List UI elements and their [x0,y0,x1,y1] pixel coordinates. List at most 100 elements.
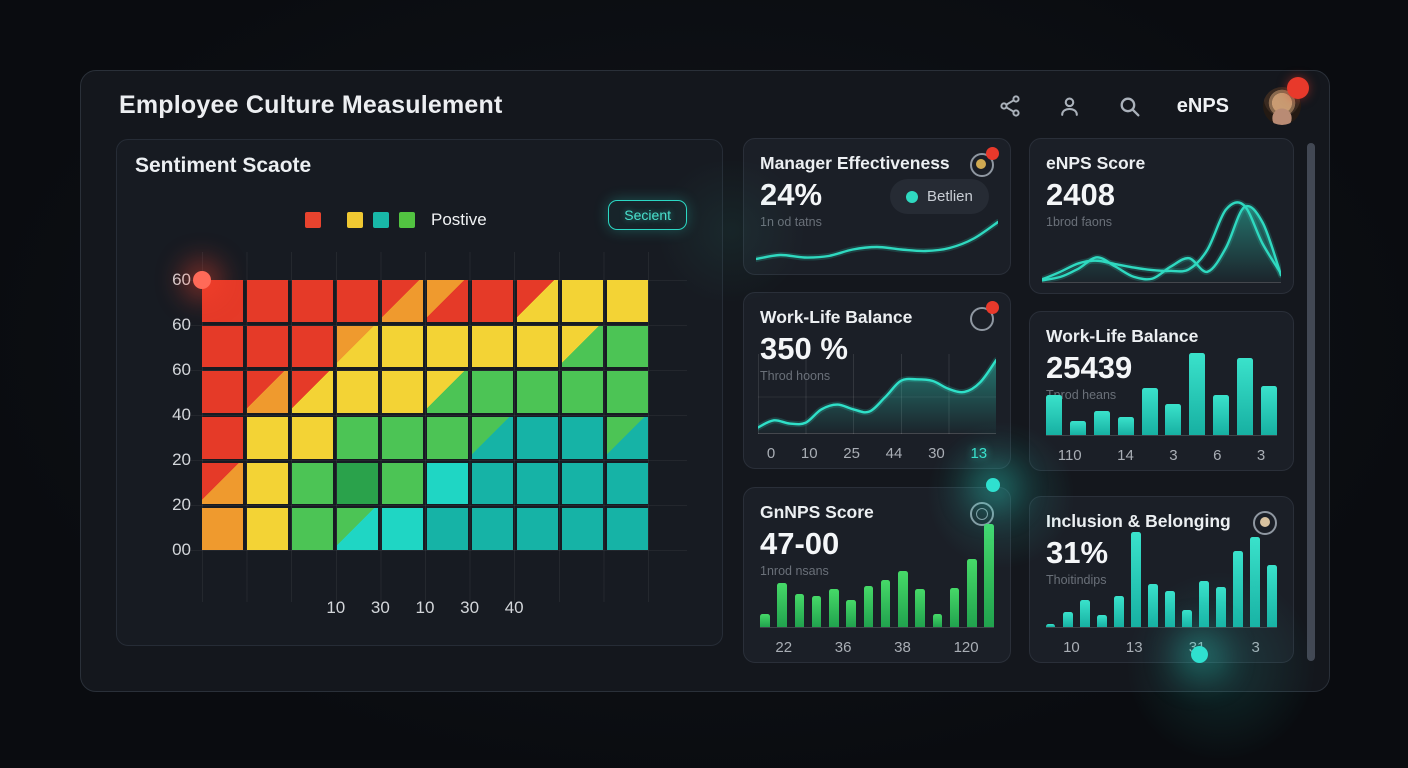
heatmap-cell [292,508,333,550]
x-axis-label: 30 [460,598,480,617]
bar [967,559,977,627]
bar [1063,611,1073,627]
heatmap-cell [472,325,513,368]
x-axis-label: 10 [415,598,435,617]
heatmap-y-axis: 60 60 60 40 20 20 00 [139,270,191,559]
x-axis-label: 0 [766,445,776,462]
x-axis-label: 40 [504,598,524,617]
legend-swatch [373,212,389,228]
card-subtitle: Tnrod heans [1046,388,1117,402]
x-axis-label: 10 [326,598,346,617]
x-axis-label: 6 [1213,447,1222,464]
heatmap-cell [517,371,558,413]
y-axis-label: 60 [172,360,191,379]
heatmap-cell [562,371,603,413]
card-value: 350 % [760,331,848,366]
app-window: Employee Culture Measulement eNPS [80,70,1331,761]
avatar[interactable] [1263,77,1309,125]
share-icon[interactable] [997,93,1023,119]
x-axis-label: 44 [885,445,903,462]
y-axis-label: 20 [172,495,191,514]
bar [829,588,839,627]
bar [1141,387,1158,435]
card-title: eNPS Score [1046,153,1146,173]
bar [794,594,805,627]
heatmap-cell [292,371,333,413]
bar [1093,411,1110,435]
user-icon[interactable] [1057,93,1083,119]
x-axis-label: 14 [1117,447,1134,464]
x-axis-label: 25 [843,445,860,462]
bar [1260,385,1277,435]
card-work-life-balance-bars: Work-Life Balance 25439 Tnrod heans 110 1… [1029,311,1294,471]
heatmap-cell [337,280,378,322]
card-value: 25439 [1046,350,1133,385]
nav-enps[interactable]: eNPS [1176,94,1229,117]
y-axis-label: 60 [172,270,191,289]
card-value: 47-00 [760,526,840,561]
heatmap-cell [562,462,603,505]
glow-dot [986,478,1000,492]
heatmap-cell [337,371,378,413]
bar [1114,595,1124,627]
bar [1213,395,1230,435]
bar [1165,403,1182,435]
x-axis-label: 110 [1057,447,1082,464]
x-axis-label: 10 [800,445,818,462]
heatmap-cell [472,417,513,459]
person-circle-icon [1251,509,1279,537]
bar [863,585,874,627]
card-subtitle: 1nrod nsans [760,564,829,578]
heatmap-cell [472,508,513,550]
heatmap-cell [472,280,513,322]
bar-chart [1046,532,1277,628]
x-axis-label: 3 [1256,447,1266,464]
search-icon[interactable] [1117,93,1143,119]
segment-button[interactable]: Secient [608,200,687,230]
heatmap-cell [427,371,468,413]
legend-swatch [305,212,321,228]
card-subtitle: Thoitindips [1046,573,1107,587]
heatmap-cell [472,462,513,505]
bar [880,579,891,627]
target-circle-icon [968,500,996,528]
y-axis-label: 20 [172,450,191,469]
bar [1237,358,1254,435]
x-axis-label: 10 [1063,639,1080,656]
heatmap-cell [607,462,648,505]
bar [1097,614,1107,627]
bar [898,571,908,627]
heatmap-cell [562,417,603,459]
bar [1250,536,1260,627]
heatmap-cell [247,280,288,322]
bar [1131,532,1141,627]
bar [1046,624,1056,627]
chart-x-axis: 1013313 [1040,639,1283,656]
heatmap-cell [247,508,288,550]
heatmap-cell [202,325,243,368]
heatmap-cell [607,417,648,459]
x-axis-label: 13 [1125,639,1143,656]
x-axis-label: 22 [775,639,793,656]
heatmap-cell [382,371,423,413]
heatmap-cell [202,371,243,413]
bar [760,613,770,627]
x-axis-label: 3 [1251,639,1260,656]
heatmap-cell [382,462,423,505]
heatmap-cell [427,325,468,368]
scrollbar-thumb[interactable] [1307,143,1315,661]
heatmap-cell [517,417,558,459]
card-title: Work-Life Balance [1046,326,1199,346]
target-alert-icon [968,147,999,179]
heatmap-cell [607,371,648,413]
bar [1182,609,1192,627]
y-axis-label: 00 [172,540,191,559]
heatmap-cell [427,417,468,459]
x-axis-label: 30 [928,445,945,462]
legend-swatch [399,212,415,228]
heatmap-cell [292,280,333,322]
bar [1267,565,1277,627]
heatmap-cell [247,325,288,368]
bar [811,596,822,627]
